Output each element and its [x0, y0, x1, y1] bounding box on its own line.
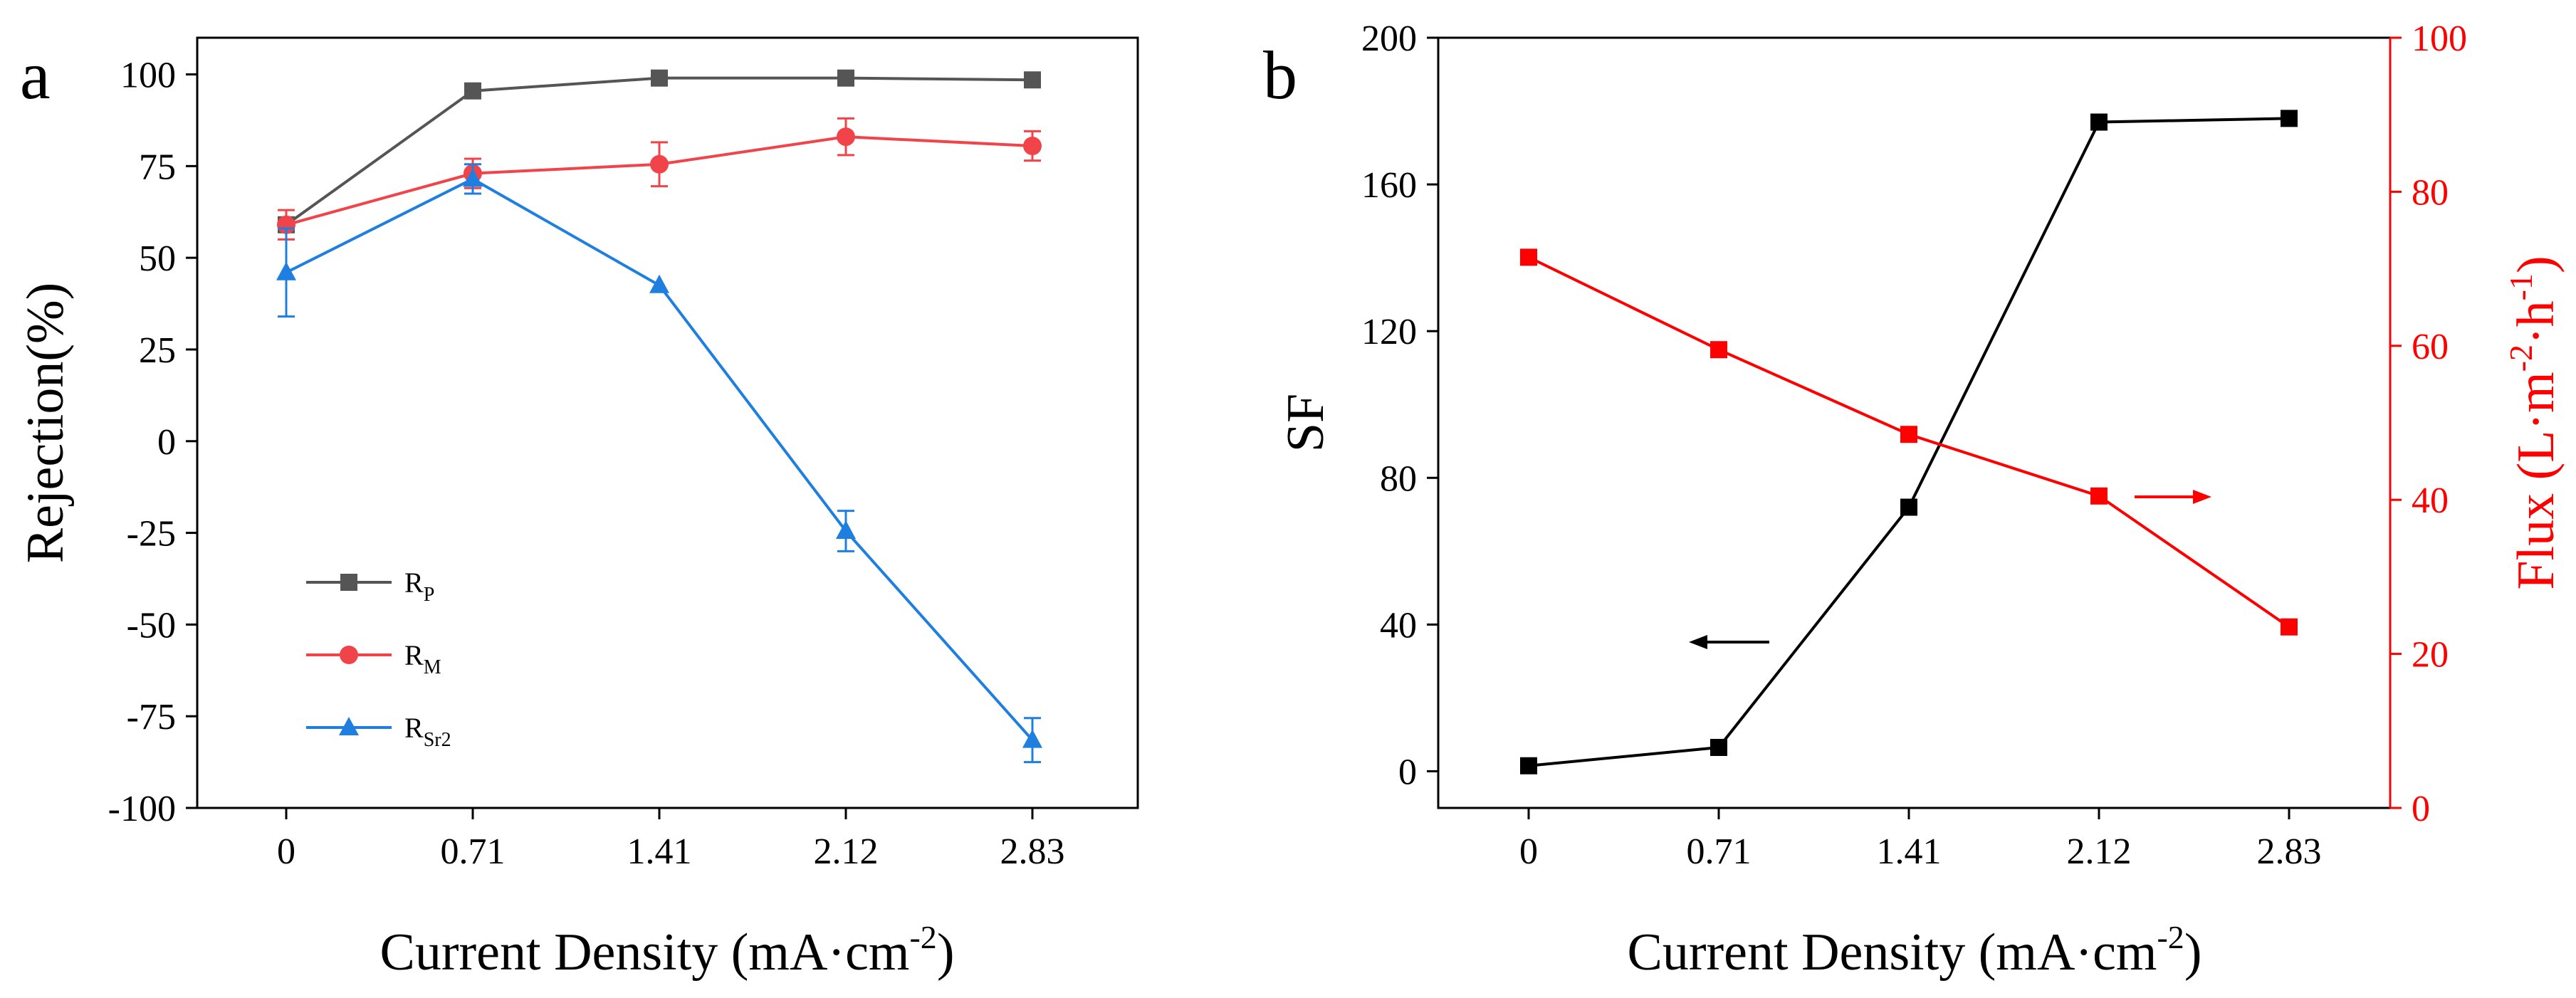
y-tick-label: -25 [127, 514, 176, 555]
point-Flux [2090, 487, 2108, 505]
x-tick-label: 0.71 [1687, 831, 1752, 872]
point-Flux [1520, 248, 1537, 266]
legend-marker-RSr2 [339, 717, 359, 735]
panel-b-series-layer [1520, 110, 2298, 774]
left-y-tick-label: 40 [1380, 605, 1417, 646]
panel-a-rejection-chart: a 100 75 50 25 0 -25 -50 -75 -100 0 0.71 1.41 2.12 2… [16, 36, 1139, 982]
y-tick-label: 100 [120, 56, 176, 96]
left-y-tick-label: 80 [1380, 458, 1417, 499]
panel-a-legend: RP RM RSr2 [306, 567, 451, 751]
point-RSr2 [276, 261, 296, 280]
point-RP [464, 82, 481, 100]
point-RM [837, 127, 855, 147]
panel-a-x-axis: 0 0.71 1.41 2.12 2.83 [277, 808, 1065, 872]
y-tick-label: 50 [139, 238, 176, 279]
y-tick-label: 0 [157, 422, 176, 463]
panel-b-letter: b [1263, 37, 1297, 113]
right-y-tick-label: 0 [2412, 789, 2430, 829]
point-SF [1900, 498, 1917, 516]
panel-a-x-axis-title: Current Density (mA·cm-2) [380, 919, 955, 982]
x-tick-label: 2.83 [2257, 831, 2322, 872]
flux-title-sup-2: -1 [2503, 273, 2539, 300]
point-SF [1520, 757, 1537, 774]
x-tick-label: 0 [1519, 831, 1538, 872]
panel-a-x-title-main: Current Density (mA·cm [380, 923, 910, 982]
x-tick-label: 2.12 [814, 831, 879, 872]
y-tick-label: -100 [108, 789, 176, 829]
point-RM [650, 154, 669, 174]
x-tick-label: 2.83 [1000, 831, 1065, 872]
panel-a-series-layer [276, 69, 1042, 764]
left-y-tick-label: 0 [1398, 752, 1417, 792]
legend-label-RSr2: RSr2 [404, 712, 451, 751]
panel-b-x-title-main: Current Density (mA·cm [1628, 923, 2157, 982]
right-y-tick-label: 20 [2412, 635, 2449, 676]
x-tick-label: 1.41 [1877, 831, 1942, 872]
sf-axis-arrow-left-icon [1689, 635, 1707, 649]
panel-b-x-title-end: ) [2184, 923, 2202, 982]
y-tick-label: 25 [139, 330, 176, 371]
left-y-tick-label: 160 [1361, 165, 1417, 206]
point-RP [1024, 71, 1041, 89]
left-y-tick-label: 200 [1361, 19, 1417, 59]
point-RSr2 [649, 274, 669, 293]
panel-b-right-y-axis-title: Flux (L·m-2·h-1) [2503, 256, 2565, 589]
legend-label-RP: RP [404, 567, 434, 606]
point-SF [2281, 110, 2298, 127]
point-RP [651, 69, 668, 87]
panel-b-x-title-sup: -2 [2157, 919, 2184, 955]
flux-axis-arrow-right-icon [2193, 490, 2211, 504]
panel-b-left-y-axis-title: SF [1277, 394, 1335, 452]
x-tick-label: 2.12 [2067, 831, 2132, 872]
flux-title-sup-1: -2 [2503, 345, 2539, 372]
point-RSr2 [463, 168, 483, 187]
flux-title-part-3: ) [2507, 256, 2565, 273]
left-y-tick-label: 120 [1361, 312, 1417, 352]
x-tick-label: 0 [277, 831, 295, 872]
point-Flux [2281, 618, 2298, 636]
right-y-tick-label: 100 [2412, 19, 2467, 59]
panel-b-x-axis-title: Current Density (mA·cm-2) [1628, 919, 2202, 982]
series-line-RSr2 [286, 177, 1034, 742]
panel-a-letter: a [20, 37, 51, 113]
point-Flux [1710, 341, 1727, 359]
point-SF [1710, 738, 1727, 756]
panel-b-annotations [1689, 490, 2211, 649]
panel-a-x-title-end: ) [937, 923, 955, 982]
panel-b-x-axis: 0 0.71 1.41 2.12 2.83 [1519, 808, 2322, 872]
panel-a-x-title-sup: -2 [909, 919, 936, 955]
right-y-tick-label: 40 [2412, 480, 2449, 521]
panel-b-plot-frame [1437, 36, 2392, 809]
right-y-tick-label: 80 [2412, 172, 2449, 213]
point-Flux [1900, 426, 1917, 443]
point-SF [2090, 113, 2108, 131]
point-RSr2 [1022, 729, 1042, 748]
panel-a-y-axis: 100 75 50 25 0 -25 -50 -75 -100 [108, 56, 197, 829]
point-RP [837, 69, 854, 87]
y-tick-label: -75 [127, 697, 176, 737]
panel-b-right-y-axis: 100 80 60 40 20 0 [2390, 19, 2467, 829]
panel-a-plot-frame [196, 36, 1139, 809]
right-y-tick-label: 60 [2412, 327, 2449, 367]
y-tick-label: -50 [127, 605, 176, 646]
legend-marker-RM [340, 646, 358, 664]
x-tick-label: 1.41 [627, 831, 692, 872]
legend-label-RM: RM [404, 639, 441, 678]
y-tick-label: 75 [139, 147, 176, 187]
point-RSr2 [836, 520, 856, 539]
x-tick-label: 0.71 [441, 831, 506, 872]
legend-marker-RP [340, 574, 357, 591]
point-RM [1023, 136, 1042, 155]
flux-title-part-1: Flux (L·m [2507, 372, 2565, 589]
flux-title-part-2: ·h [2507, 300, 2565, 345]
panel-a-y-axis-title: Rejection(%) [16, 283, 75, 564]
panel-b-left-y-axis: 200 160 120 80 40 0 [1361, 19, 1438, 792]
